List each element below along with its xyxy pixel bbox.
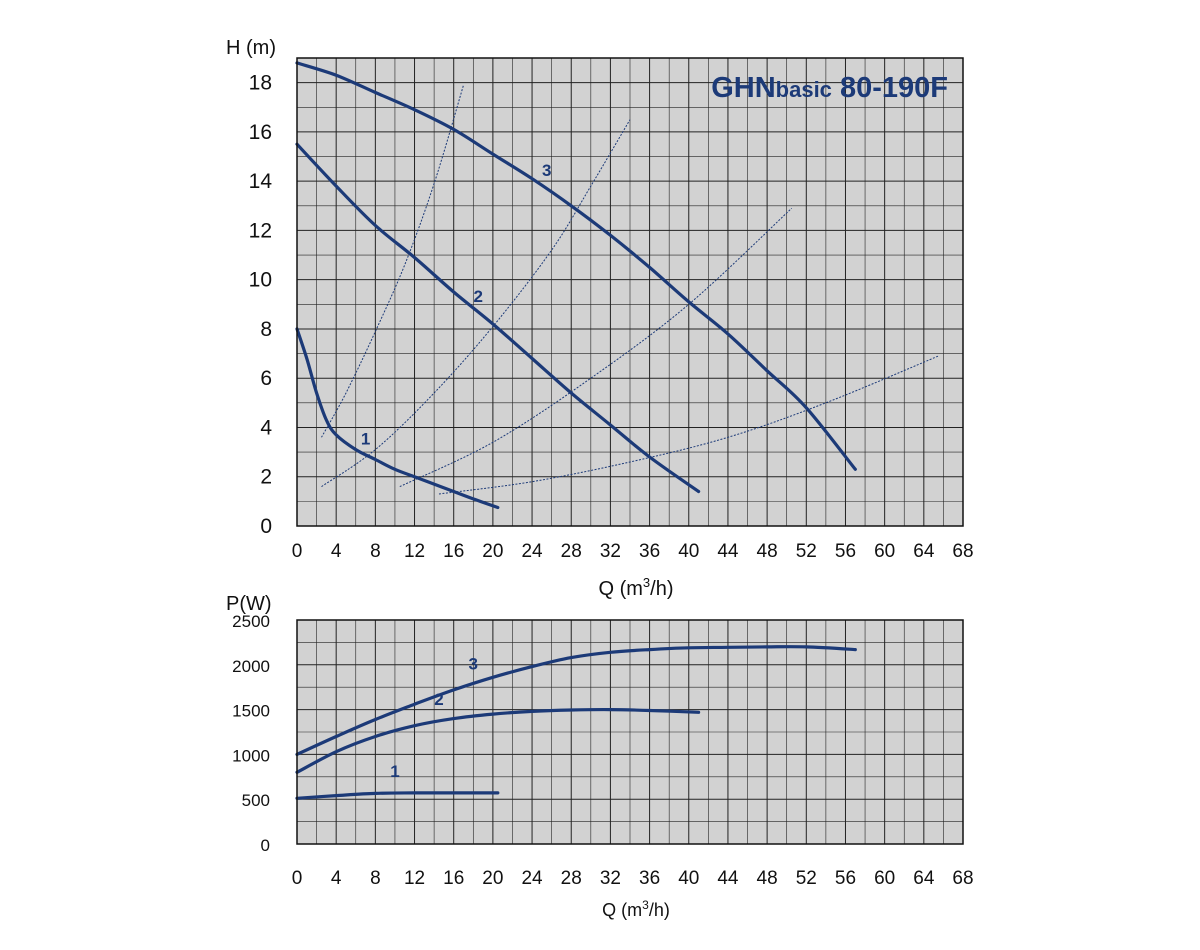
chart-title: GHNbasic 80-190F <box>711 72 948 104</box>
system-curve-2 <box>321 119 631 488</box>
x-tick-label: 64 <box>913 868 935 889</box>
x-tick-label: 44 <box>717 541 739 562</box>
y-tick-label: 6 <box>260 367 272 390</box>
system-curve-1 <box>321 84 464 438</box>
x-tick-label: 40 <box>678 868 699 889</box>
x-tick-label: 68 <box>952 541 973 562</box>
x-tick-label: 52 <box>796 541 817 562</box>
x-tick-label: 28 <box>561 541 582 562</box>
x-tick-label: 48 <box>757 868 778 889</box>
curve-label-3: 3 <box>469 654 478 673</box>
x-tick-label: 68 <box>952 868 973 889</box>
x-tick-label: 44 <box>717 868 739 889</box>
y-tick-label: 8 <box>260 318 272 341</box>
x-tick-label: 24 <box>521 541 543 562</box>
y-tick-label: 12 <box>249 219 272 242</box>
system-curve-3 <box>399 207 792 488</box>
y-tick-label: 0 <box>261 836 270 855</box>
head-system-curves <box>321 84 939 495</box>
x-tick-label: 32 <box>600 541 621 562</box>
series-line-2 <box>295 707 701 774</box>
head-y-axis-label: H (m) <box>226 37 276 59</box>
series-line-1 <box>295 791 500 800</box>
x-tick-label: 4 <box>331 541 342 562</box>
x-tick-label: 48 <box>757 541 778 562</box>
y-tick-label: 10 <box>249 269 272 292</box>
power-y-tick-labels: 0 500 1000 1500 2000 2500 <box>232 612 270 855</box>
x-tick-label: 36 <box>639 868 660 889</box>
y-tick-label: 18 <box>249 72 272 95</box>
x-tick-label: 36 <box>639 541 660 562</box>
series-line-3 <box>295 645 857 756</box>
x-tick-label: 12 <box>404 541 425 562</box>
y-tick-label: 2500 <box>232 612 270 631</box>
head-y-tick-labels: 0 2 4 6 8 10 12 14 16 18 <box>249 72 273 538</box>
x-tick-label: 8 <box>370 541 381 562</box>
x-tick-label: 56 <box>835 868 856 889</box>
x-tick-label: 16 <box>443 868 464 889</box>
y-tick-label: 16 <box>249 121 272 144</box>
head-series <box>295 61 857 510</box>
power-x-tick-labels: 0 4 8 12 16 20 24 28 32 36 40 44 48 52 56 60 64 68 <box>292 868 974 889</box>
x-tick-label: 20 <box>482 541 503 562</box>
curve-label-2: 2 <box>473 287 482 306</box>
x-tick-label: 16 <box>443 541 464 562</box>
x-tick-label: 4 <box>331 868 342 889</box>
curve-label-1: 1 <box>390 762 399 781</box>
x-tick-label: 28 <box>561 868 582 889</box>
x-tick-label: 24 <box>521 868 543 889</box>
x-tick-label: 64 <box>913 541 935 562</box>
x-tick-label: 60 <box>874 868 895 889</box>
series-line-1 <box>295 327 500 510</box>
y-tick-label: 4 <box>260 416 272 439</box>
x-tick-label: 52 <box>796 868 817 889</box>
y-tick-label: 1000 <box>232 746 270 765</box>
power-y-axis-label: P(W) <box>226 593 272 615</box>
power-x-axis-label: Q (m3/h) <box>602 898 670 920</box>
x-tick-label: 20 <box>482 868 503 889</box>
head-curve-labels: 1 2 3 <box>361 161 552 448</box>
x-tick-label: 40 <box>678 541 699 562</box>
power-chart: 123 0 4 8 12 16 20 24 28 32 36 40 44 48 52 56 60 64 68 05… <box>226 593 974 920</box>
curve-label-1: 1 <box>361 430 370 449</box>
head-plot-border <box>296 57 964 527</box>
y-tick-label: 500 <box>242 791 270 810</box>
series-line-3 <box>295 61 857 471</box>
power-curve-labels: 1 2 3 <box>390 654 478 781</box>
y-tick-label: 0 <box>260 515 272 538</box>
x-tick-label: 56 <box>835 541 856 562</box>
head-chart: 123 0 4 8 12 16 20 24 28 32 36 40 44 48 52 56 60 64 68 02… <box>226 37 974 600</box>
y-tick-label: 14 <box>249 170 273 193</box>
x-tick-label: 32 <box>600 868 621 889</box>
power-plot-border <box>296 619 964 845</box>
x-tick-label: 0 <box>292 868 303 889</box>
y-tick-label: 1500 <box>232 702 270 721</box>
series-line-2 <box>295 142 701 494</box>
x-tick-label: 8 <box>370 868 381 889</box>
y-tick-label: 2 <box>260 466 272 489</box>
x-tick-label: 60 <box>874 541 895 562</box>
y-tick-label: 2000 <box>232 657 270 676</box>
head-x-tick-labels: 0 4 8 12 16 20 24 28 32 36 40 44 48 52 56 60 64 68 <box>292 541 974 562</box>
x-tick-label: 0 <box>292 541 303 562</box>
head-x-axis-label: Q (m3/h) <box>598 575 673 600</box>
curve-label-2: 2 <box>434 690 443 709</box>
curve-label-3: 3 <box>542 161 551 180</box>
x-tick-label: 12 <box>404 868 425 889</box>
power-series <box>295 645 857 800</box>
